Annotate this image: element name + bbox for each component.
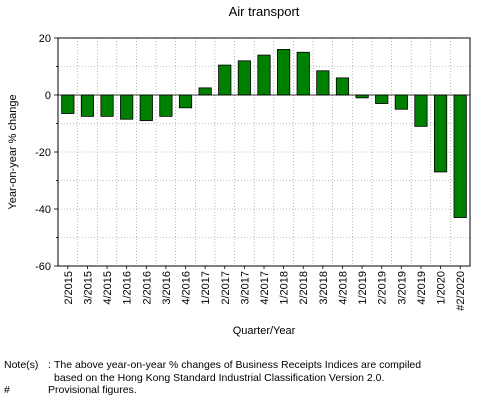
bar-2-2016 [139,94,153,122]
bar-3-2018 [316,70,330,96]
x-axis-ticks: 2/2015 3/2015 4/2015 1/2016 2/2016 3/2016 4/20… [63,266,467,311]
x-tick-label: 2/2018 [298,271,310,305]
bar-1-2017 [198,87,212,96]
grid-lines [58,37,470,267]
bar-3-2016 [159,94,173,117]
notes-text-line-1: The above year-on-year % changes of Busi… [54,359,422,371]
x-tick-label: 3/2019 [396,271,408,305]
x-tick-label: 3/2017 [239,271,251,305]
x-tick-label: 3/2016 [161,271,173,305]
x-tick-label: 1/2017 [200,271,212,305]
x-tick-label: 2/2019 [377,271,389,305]
x-tick-label: 2/2016 [141,271,153,305]
bar-1-2018 [277,49,291,96]
x-tick-label: 4/2017 [259,271,271,305]
bar-4-2015 [100,94,114,117]
bar-3-2017 [237,60,251,96]
y-tick-label: -40 [35,204,51,216]
bars [58,49,470,218]
y-tick-label: 0 [45,90,51,102]
x-tick-label: 3/2015 [82,271,94,305]
x-tick-label: 4/2015 [102,271,114,305]
x-tick-label: 3/2018 [318,271,330,305]
bar-3-2015 [80,94,95,117]
bar-4-2016 [178,94,193,109]
y-tick-label: 20 [39,33,51,45]
note-line-2: based on the Hong Kong Standard Industri… [4,372,496,385]
x-tick-label: 4/2016 [181,271,193,305]
x-tick-label: 1/2019 [357,271,369,305]
note-line-3: # Provisional figures. [4,384,496,397]
chart-title: Air transport [229,4,300,19]
x-axis-label: Quarter/Year [233,325,296,337]
bar-2-2019 [375,94,389,104]
note-line-1: Note(s) : The above year-on-year % chang… [4,359,496,372]
bar-1-2020 [433,94,448,173]
y-axis-ticks: 20 0 -20 -40 -60 [35,33,58,273]
y-axis-label: Year-on-year % change [7,94,19,209]
notes-colon: : [48,359,51,371]
notes-text-line-2: based on the Hong Kong Standard Industri… [54,371,385,384]
y-tick-label: -20 [35,147,51,159]
provisional-marker: # [4,384,10,396]
bar-4-2017 [257,54,271,96]
bar-1-2016 [120,94,134,120]
bar-2-2015 [61,94,75,114]
x-tick-label: 1/2016 [122,271,134,305]
bar-2-2017 [218,64,232,96]
x-tick-label: 4/2018 [337,271,349,305]
bar-1-2019 [355,94,369,99]
x-tick-label: #2/2020 [455,271,467,311]
x-tick-label: 2/2015 [63,271,75,305]
provisional-text: Provisional figures. [48,384,137,396]
bar-2-2018 [296,51,310,96]
x-tick-label: 1/2020 [436,271,448,305]
bar--2-2020 [453,94,467,218]
bar-4-2018 [335,77,350,96]
y-tick-label: -60 [35,261,51,273]
notes: Note(s) : The above year-on-year % chang… [4,359,496,397]
bar-3-2019 [394,94,408,110]
notes-label: Note(s) [4,359,39,371]
x-tick-label: 2/2017 [220,271,232,305]
x-tick-label: 1/2018 [279,271,291,305]
x-tick-label: 4/2019 [416,271,428,305]
bar-4-2019 [414,94,428,127]
